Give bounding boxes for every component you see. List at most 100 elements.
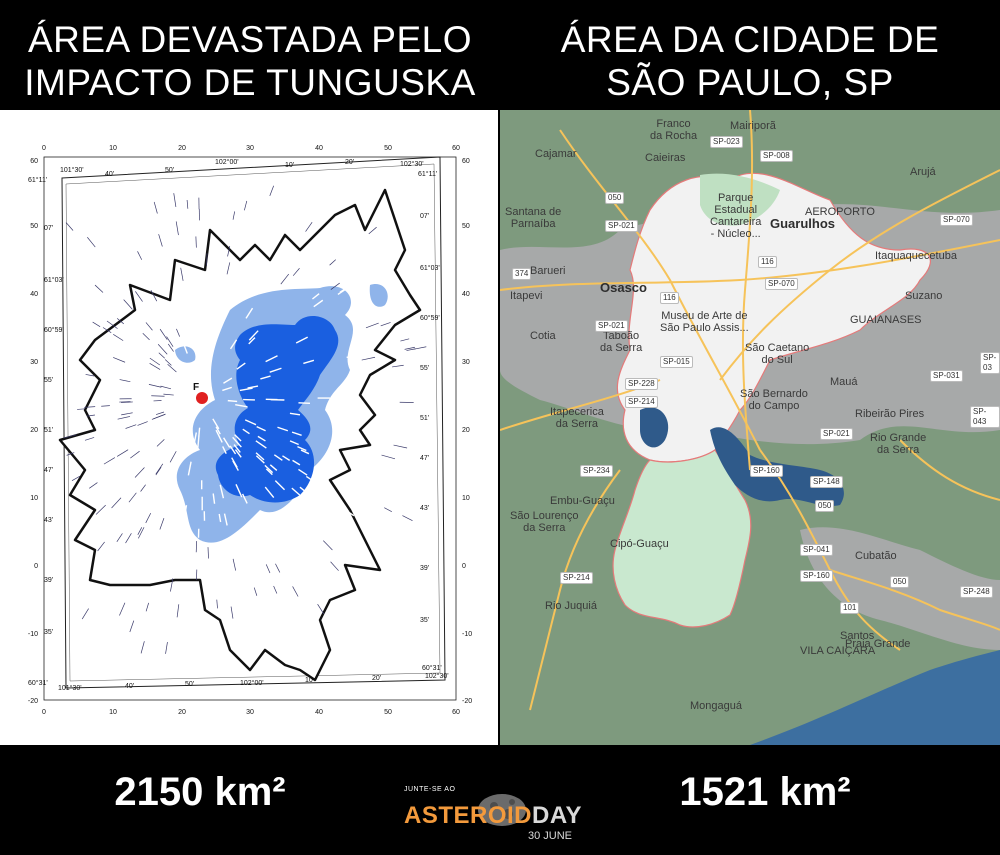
y-tick-left: -20: [28, 698, 38, 705]
y-tick-right: -10: [462, 631, 472, 638]
road-shield: SP-031: [930, 370, 963, 382]
road-shield: SP-043: [970, 406, 1000, 428]
longitude-tick: 50': [185, 681, 194, 688]
inner-frame-2: [65, 163, 441, 682]
tree-fall-vector: [265, 468, 273, 476]
tree-fall-vector: [292, 586, 299, 597]
tree-fall-vector: [239, 387, 253, 392]
tree-fall-vector: [242, 428, 250, 435]
road-shield: 050: [890, 576, 910, 588]
tree-fall-vector: [346, 428, 358, 432]
y-tick-right: 30: [462, 359, 470, 366]
tree-fall-vector: [269, 367, 282, 373]
latitude-tick-right: 51': [420, 415, 429, 422]
tree-fall-vector: [222, 437, 231, 448]
map-place-label: Cubatão: [855, 550, 897, 562]
tree-fall-vector: [116, 318, 124, 325]
tree-fall-vector: [119, 379, 131, 383]
tree-fall-vector: [381, 454, 396, 460]
map-place-label: Osasco: [600, 280, 647, 295]
map-place-label: Itapevi: [510, 290, 543, 302]
corner-coordinate-label: 101°30': [60, 166, 84, 174]
tree-fall-vector: [303, 359, 315, 365]
tree-fall-vector: [232, 436, 242, 448]
tree-fall-vector: [330, 561, 339, 571]
road-shield: 374: [512, 268, 532, 280]
tree-fall-vector: [159, 518, 165, 530]
tree-fall-vector: [209, 280, 212, 291]
logo-wordmark: ASTEROIDDAY: [404, 802, 582, 830]
tree-fall-vector: [145, 322, 153, 331]
left-title: ÁREA DEVASTADA PELO IMPACTO DE TUNGUSKA: [0, 18, 500, 104]
roads: [500, 110, 1000, 711]
road-shield: 050: [815, 500, 835, 512]
corner-coordinate-label: 61°11': [28, 176, 47, 184]
tree-fall-vector: [130, 450, 140, 459]
tree-fall-vector: [194, 296, 197, 311]
right-title: ÁREA DA CIDADE DE SÃO PAULO, SP: [500, 18, 1000, 104]
tree-fall-vector: [193, 432, 197, 446]
map-place-label: Guarulhos: [770, 216, 836, 231]
tree-fall-vector: [66, 452, 75, 456]
tree-fall-vector: [84, 406, 96, 408]
tree-fall-vector: [235, 403, 248, 408]
tree-fall-vector: [228, 286, 233, 297]
tree-fall-vector: [170, 578, 174, 592]
tree-fall-vector: [333, 424, 344, 429]
tree-fall-vector: [231, 457, 238, 468]
tree-fall-vector: [140, 641, 145, 654]
tree-fall-vector: [86, 414, 95, 417]
tree-fall-vector: [103, 457, 116, 465]
tree-fall-vector: [164, 359, 172, 366]
tree-fall-vector: [361, 356, 376, 361]
tree-fall-vector: [167, 363, 177, 373]
tree-fall-vector: [292, 268, 300, 276]
right-title-line-2: SÃO PAULO, SP: [606, 62, 894, 103]
logo-date-text: 30 JUNE: [528, 830, 573, 842]
tree-fall-vector: [230, 606, 234, 619]
tree-fall-vector: [265, 517, 272, 527]
tree-fall-vector: [232, 211, 236, 220]
logo-join-text: JUNTE-SE AO: [404, 786, 456, 793]
tree-fall-vector: [280, 273, 290, 285]
tree-fall-vector: [152, 413, 166, 420]
tree-fall-vector: [232, 558, 237, 571]
tree-fall-vector: [175, 221, 179, 236]
sao-paulo-map-panel: Franco da Rocha Mairiporã Cajamar Caieiras Ar…: [500, 110, 1000, 745]
map-place-label: Parque Estadual Cantareira - Núcleo...: [710, 192, 762, 240]
tree-fall-vector: [192, 362, 196, 372]
tree-fall-vector: [117, 416, 131, 420]
tree-fall-vector: [222, 386, 232, 392]
tree-fall-vector: [241, 493, 248, 504]
tree-fall-vector: [95, 504, 106, 515]
tree-fall-vector: [167, 343, 174, 352]
tree-fall-vector: [121, 401, 133, 403]
tree-fall-vector: [205, 313, 208, 325]
tree-fall-vector: [234, 434, 242, 442]
map-place-label: Itapecerica da Serra: [550, 406, 604, 430]
tree-fall-vector: [155, 463, 164, 475]
logo-day-text: DAY: [532, 802, 582, 829]
tree-fall-vector: [297, 445, 307, 452]
logo-asteroid-text: ASTEROID: [404, 802, 533, 829]
corner-coordinate-label: 60°31': [28, 679, 48, 687]
tree-fall-vector: [330, 282, 340, 290]
tree-fall-vector: [119, 602, 126, 616]
tree-fall-vector: [299, 486, 309, 495]
map-place-label: São Lourenço da Serra: [510, 510, 579, 534]
tree-fall-vector: [137, 421, 148, 426]
road-shield: SP-070: [765, 278, 798, 290]
tree-fall-vector: [157, 344, 168, 355]
tree-fall-vector: [289, 440, 299, 446]
map-place-label: Ribeirão Pires: [855, 408, 925, 420]
tree-fall-vector: [208, 358, 213, 370]
corner-coordinate-label: 102°00': [215, 158, 239, 166]
tree-fall-vector: [282, 455, 291, 461]
map-place-label: Museu de Arte de São Paulo Assis...: [660, 310, 749, 334]
tree-fall-vector: [89, 482, 98, 489]
tree-fall-vector: [116, 533, 123, 543]
urban-grey-area-2: [800, 527, 1000, 650]
tree-fall-vector: [137, 251, 143, 260]
y-tick-right: 40: [462, 291, 470, 298]
tree-fall-vector: [277, 530, 285, 541]
